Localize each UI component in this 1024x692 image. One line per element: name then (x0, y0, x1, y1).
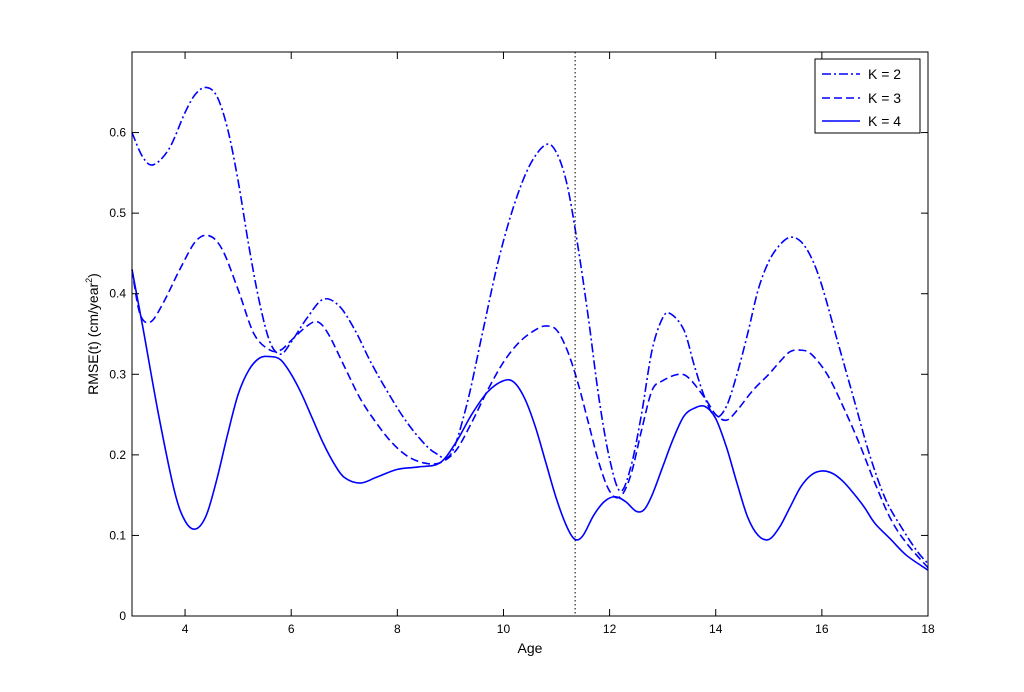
tick-labels-layer: 4 6 8 10 12 14 16 18 0 0.1 0.2 0.3 0.4 0.5 0.6 (109, 126, 935, 636)
y-tick-label: 0.6 (109, 126, 126, 140)
y-axis-label-close: ) (85, 273, 101, 278)
y-tick-label: 0 (119, 609, 126, 623)
y-tick-label: 0.2 (109, 448, 126, 462)
x-tick-label: 8 (394, 622, 401, 636)
legend-label-k2: K = 2 (868, 66, 901, 82)
legend-label-k3: K = 3 (868, 90, 901, 106)
series-line-k3 (131, 234, 929, 569)
y-axis-label: RMSE(t) (cm/year2) (84, 273, 101, 395)
series-layer (131, 86, 929, 571)
plot-frame (131, 51, 929, 617)
x-tick-label: 12 (603, 622, 617, 636)
y-axis-label-superscript: 2 (84, 278, 94, 283)
x-tick-label: 18 (921, 622, 935, 636)
series-line-k2 (131, 86, 929, 565)
x-tick-label: 4 (182, 622, 189, 636)
x-axis-label: Age (518, 640, 543, 656)
x-tick-label: 14 (709, 622, 723, 636)
y-tick-label: 0.3 (109, 367, 126, 381)
series-line-k4 (131, 269, 929, 571)
y-tick-label: 0.4 (109, 287, 126, 301)
y-tick-label: 0.5 (109, 206, 126, 220)
y-tick-label: 0.1 (109, 528, 126, 542)
legend-label-k4: K = 4 (868, 113, 901, 129)
x-tick-label: 6 (288, 622, 295, 636)
x-tick-label: 16 (815, 622, 829, 636)
y-axis-label-main: RMSE(t) (cm/year (85, 283, 101, 395)
x-tick-label: 10 (497, 622, 511, 636)
plot-background (132, 52, 928, 616)
legend: K = 2 K = 3 K = 4 (814, 58, 921, 134)
